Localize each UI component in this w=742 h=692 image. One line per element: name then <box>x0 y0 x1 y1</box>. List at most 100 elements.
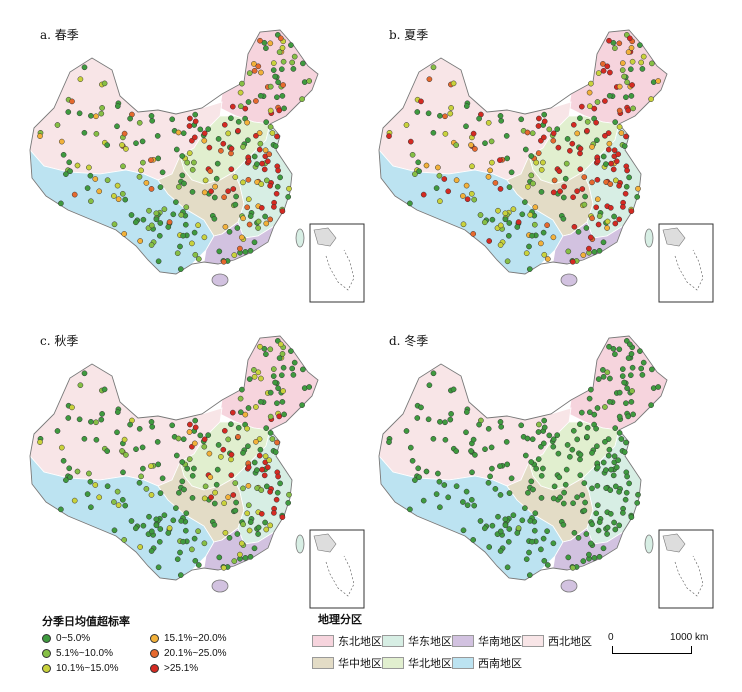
station-point <box>416 474 422 481</box>
station-point <box>192 417 199 424</box>
station-point <box>625 413 632 420</box>
station-point <box>300 60 306 67</box>
station-point <box>606 343 612 350</box>
station-point <box>655 78 662 84</box>
station-point <box>214 466 221 473</box>
station-point <box>148 528 155 535</box>
station-point <box>267 389 274 396</box>
station-point <box>625 355 632 361</box>
station-point <box>215 442 222 448</box>
station-point <box>594 443 600 450</box>
station-point <box>178 212 185 218</box>
station-point <box>115 502 122 509</box>
station-point <box>254 467 260 473</box>
station-point <box>612 220 619 227</box>
station-point <box>485 479 492 486</box>
station-point <box>600 239 607 246</box>
station-point <box>621 379 627 386</box>
station-point <box>560 215 567 222</box>
station-point <box>177 243 183 250</box>
station-point <box>533 465 540 472</box>
station-point <box>286 185 292 192</box>
station-point <box>228 472 235 479</box>
station-point <box>518 422 525 429</box>
station-point <box>532 204 539 211</box>
station-point <box>426 382 433 389</box>
station-point <box>629 364 636 371</box>
station-point <box>280 364 287 371</box>
station-point <box>628 45 635 51</box>
station-point <box>638 365 645 372</box>
station-point <box>280 388 286 394</box>
station-point <box>486 238 493 244</box>
station-point <box>589 450 595 456</box>
station-point <box>535 123 542 129</box>
station-point <box>132 525 139 532</box>
station-point <box>276 107 283 114</box>
station-point <box>441 482 448 488</box>
station-point <box>563 160 570 167</box>
station-point <box>186 456 193 462</box>
station-point <box>191 440 198 447</box>
station-point <box>463 409 470 415</box>
station-point <box>275 79 281 86</box>
station-point <box>515 219 522 225</box>
legend-dot-icon <box>150 634 159 643</box>
station-point <box>497 186 504 192</box>
station-point <box>205 432 212 438</box>
station-point <box>202 483 209 490</box>
station-point <box>263 351 269 358</box>
station-point <box>570 121 577 128</box>
station-point <box>607 204 614 211</box>
station-point <box>225 494 231 501</box>
station-point <box>582 499 588 506</box>
country-border <box>378 335 668 581</box>
station-point <box>222 223 229 230</box>
legend-label: 华南地区 <box>478 635 522 648</box>
station-point <box>533 159 540 166</box>
station-point <box>579 186 586 192</box>
legend-dot-icon <box>42 664 51 673</box>
legend-label: 20.1%~25.0% <box>164 648 227 659</box>
station-point <box>518 116 525 123</box>
station-point <box>627 66 634 73</box>
station-point <box>242 555 249 561</box>
station-point <box>635 185 641 192</box>
station-point <box>433 185 440 191</box>
station-point <box>235 424 242 431</box>
station-point <box>279 351 286 357</box>
station-point <box>606 398 613 405</box>
station-point <box>245 482 252 489</box>
station-point <box>604 218 611 225</box>
station-point <box>201 436 208 443</box>
station-point <box>143 486 150 492</box>
station-point <box>228 166 235 173</box>
station-point <box>604 369 611 376</box>
station-point <box>450 80 457 87</box>
station-point <box>524 435 531 442</box>
station-point <box>463 488 470 495</box>
station-point <box>255 369 262 376</box>
station-point <box>536 115 542 122</box>
station-point <box>221 194 227 201</box>
station-point <box>290 66 297 72</box>
station-point <box>114 182 121 189</box>
station-point <box>477 518 484 524</box>
station-point <box>574 188 580 195</box>
station-point <box>528 459 535 465</box>
station-point <box>278 66 285 73</box>
station-point <box>262 453 269 460</box>
station-point <box>128 518 135 524</box>
station-point <box>54 122 61 128</box>
station-point <box>169 116 176 123</box>
station-point <box>65 415 72 421</box>
station-point <box>616 488 622 495</box>
station-point <box>626 480 632 487</box>
legend-item: 西北地区 <box>522 633 592 649</box>
station-point <box>201 540 208 547</box>
station-point <box>514 530 521 536</box>
station-point <box>403 122 410 128</box>
station-point <box>540 229 547 236</box>
station-point <box>175 435 182 442</box>
country-border <box>29 29 319 275</box>
